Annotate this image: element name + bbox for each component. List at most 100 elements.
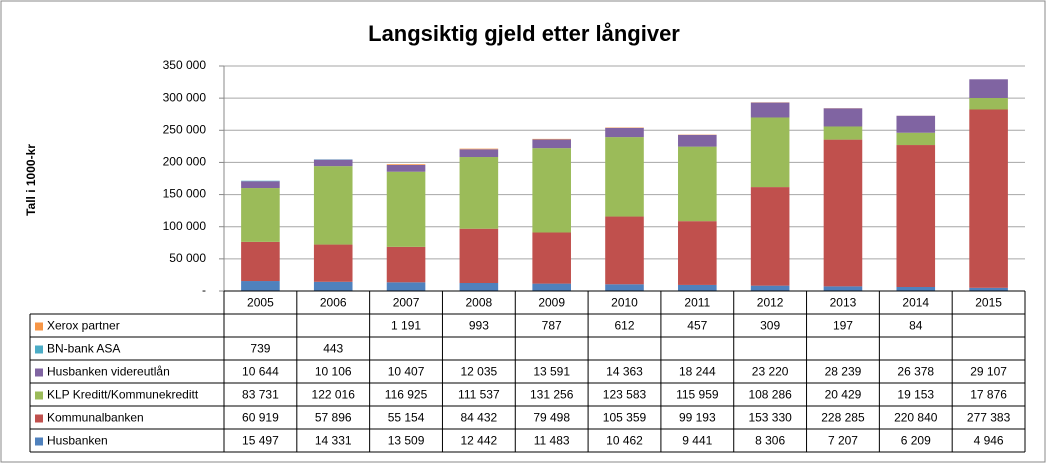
bar-segment <box>532 139 571 149</box>
table-cell: 123 583 <box>603 388 647 402</box>
y-axis-label: Tall i 1000-kr <box>24 144 38 216</box>
bar-segment <box>605 137 644 217</box>
table-cell: 13 509 <box>388 434 425 448</box>
table-cell: 108 286 <box>748 388 792 402</box>
table-cell: 83 731 <box>242 388 279 402</box>
x-tick-label: 2009 <box>538 296 565 310</box>
table-cell: 20 429 <box>825 388 862 402</box>
x-tick-label: 2014 <box>902 296 929 310</box>
table-cell: 111 537 <box>458 388 500 402</box>
bar-segment <box>459 149 499 158</box>
table-cell: 153 330 <box>748 411 792 425</box>
bar-segment <box>386 165 426 172</box>
legend-label: BN-bank ASA <box>47 342 120 356</box>
y-tick-label: 350 000 <box>163 58 207 72</box>
table-cell: 99 193 <box>679 411 716 425</box>
table-cell: 115 959 <box>676 388 719 402</box>
x-tick-label: 2015 <box>975 296 1002 310</box>
bar-segment <box>532 283 571 291</box>
chart-title: Langsiktig gjeld etter långiver <box>368 21 680 46</box>
table-cell: 55 154 <box>388 411 425 425</box>
table-cell: 7 207 <box>828 434 858 448</box>
table-cell: 197 <box>833 319 853 333</box>
table-cell: 18 244 <box>679 365 716 379</box>
bar-segment <box>823 108 863 127</box>
bar-segment <box>896 287 936 291</box>
table-cell: 12 035 <box>461 365 498 379</box>
x-tick-label: 2006 <box>320 296 347 310</box>
legend-label: KLP Kreditt/Kommunekreditt <box>47 388 199 402</box>
y-tick-label: 200 000 <box>163 155 207 169</box>
x-tick-label: 2005 <box>247 296 274 310</box>
legend-key <box>35 345 43 354</box>
table-cell: 105 359 <box>603 411 647 425</box>
table-cell: 11 483 <box>534 434 570 448</box>
bar-segment <box>241 241 280 282</box>
bar-segment <box>678 221 717 285</box>
table-cell: 8 306 <box>755 434 785 448</box>
bar-segment <box>896 115 936 133</box>
table-cell: 28 239 <box>825 365 862 379</box>
bar-segment <box>896 132 936 146</box>
legend-key <box>35 391 43 400</box>
bar-segment <box>605 284 644 291</box>
table-cell: 10 407 <box>388 365 425 379</box>
table-cell: 23 220 <box>752 365 789 379</box>
bar-segment <box>896 145 936 288</box>
y-tick-label: - <box>202 283 206 297</box>
y-tick-label: 100 000 <box>163 219 207 233</box>
bar-segment <box>532 138 571 140</box>
bar-segment <box>386 164 426 166</box>
x-tick-label: 2008 <box>466 296 493 310</box>
bar-segment <box>750 102 790 118</box>
bar-segment <box>313 159 353 167</box>
table-cell: 739 <box>250 342 270 356</box>
bar-segment <box>678 146 717 222</box>
table-cell: 60 919 <box>242 411 279 425</box>
table-cell: 84 432 <box>461 411 498 425</box>
table-cell: 443 <box>323 342 343 356</box>
table-cell: 220 840 <box>894 411 938 425</box>
bar-segment <box>969 109 1008 288</box>
x-tick-label: 2012 <box>757 296 784 310</box>
bar-segment <box>459 228 499 284</box>
table-cell: 26 378 <box>897 365 934 379</box>
table-cell: 122 016 <box>312 388 356 402</box>
bar-segment <box>823 286 863 291</box>
legend-key <box>35 414 43 423</box>
bar-segment <box>750 285 790 291</box>
table-cell: 12 442 <box>461 434 498 448</box>
table-cell: 84 <box>909 319 923 333</box>
table-cell: 29 107 <box>970 365 1007 379</box>
x-tick-label: 2011 <box>684 296 710 310</box>
bar-segment <box>386 282 426 291</box>
table-cell: 277 383 <box>967 411 1011 425</box>
bar-segment <box>532 232 571 284</box>
bar-segment <box>459 148 499 150</box>
bar-segment <box>823 126 863 140</box>
bar-segment <box>750 187 790 286</box>
legend-label: Husbanken <box>47 434 108 448</box>
legend-label: Husbanken videreutlån <box>47 365 170 379</box>
legend-key <box>35 368 43 377</box>
bar-segment <box>605 216 644 285</box>
table-cell: 612 <box>614 319 634 333</box>
y-tick-label: 300 000 <box>163 90 207 104</box>
x-tick-label: 2010 <box>611 296 638 310</box>
legend-label: Kommunalbanken <box>47 411 144 425</box>
bar-segment <box>750 117 790 188</box>
table-cell: 228 285 <box>821 411 865 425</box>
legend-label: Xerox partner <box>47 319 120 333</box>
bar-segment <box>241 188 280 242</box>
bar-segment <box>459 157 499 229</box>
table-cell: 309 <box>760 319 780 333</box>
table-cell: 457 <box>687 319 707 333</box>
table-cell: 17 876 <box>970 388 1007 402</box>
bar-segment <box>969 98 1008 110</box>
bar-segment <box>678 284 717 291</box>
table-cell: 6 209 <box>901 434 931 448</box>
bar-segment <box>241 181 280 189</box>
x-tick-label: 2013 <box>830 296 857 310</box>
table-cell: 10 644 <box>242 365 279 379</box>
